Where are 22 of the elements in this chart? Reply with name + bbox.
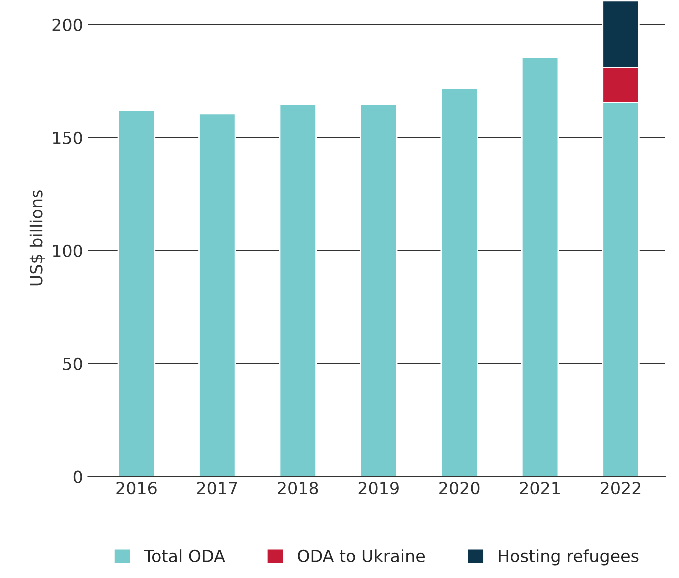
bar [360, 104, 398, 477]
legend-label: ODA to Ukraine [298, 550, 425, 562]
legend-label: Hosting refugees [499, 550, 639, 566]
x-tick-label: 2019 [358, 482, 399, 495]
x-tick-label: 2018 [278, 482, 318, 495]
bar [279, 104, 317, 477]
y-tick-label: 50 [63, 358, 82, 370]
bar [440, 88, 478, 477]
x-tick-label: 2021 [520, 482, 560, 495]
x-tick-label: 2017 [197, 482, 238, 495]
legend-label: Total ODA [144, 550, 226, 562]
x-tick-label: 2020 [440, 482, 480, 495]
y-tick-label: 100 [53, 244, 82, 258]
y-tick-label: 150 [53, 132, 82, 144]
bar [198, 113, 236, 477]
y-axis-title: US$ billions [30, 190, 46, 286]
x-tick-label: 2022 [601, 482, 641, 495]
bar [118, 110, 156, 477]
y-tick-label: 200 [52, 18, 82, 32]
y-tick-label: 0 [74, 470, 82, 484]
bar [521, 57, 560, 477]
x-tick-label: 2016 [116, 482, 157, 495]
